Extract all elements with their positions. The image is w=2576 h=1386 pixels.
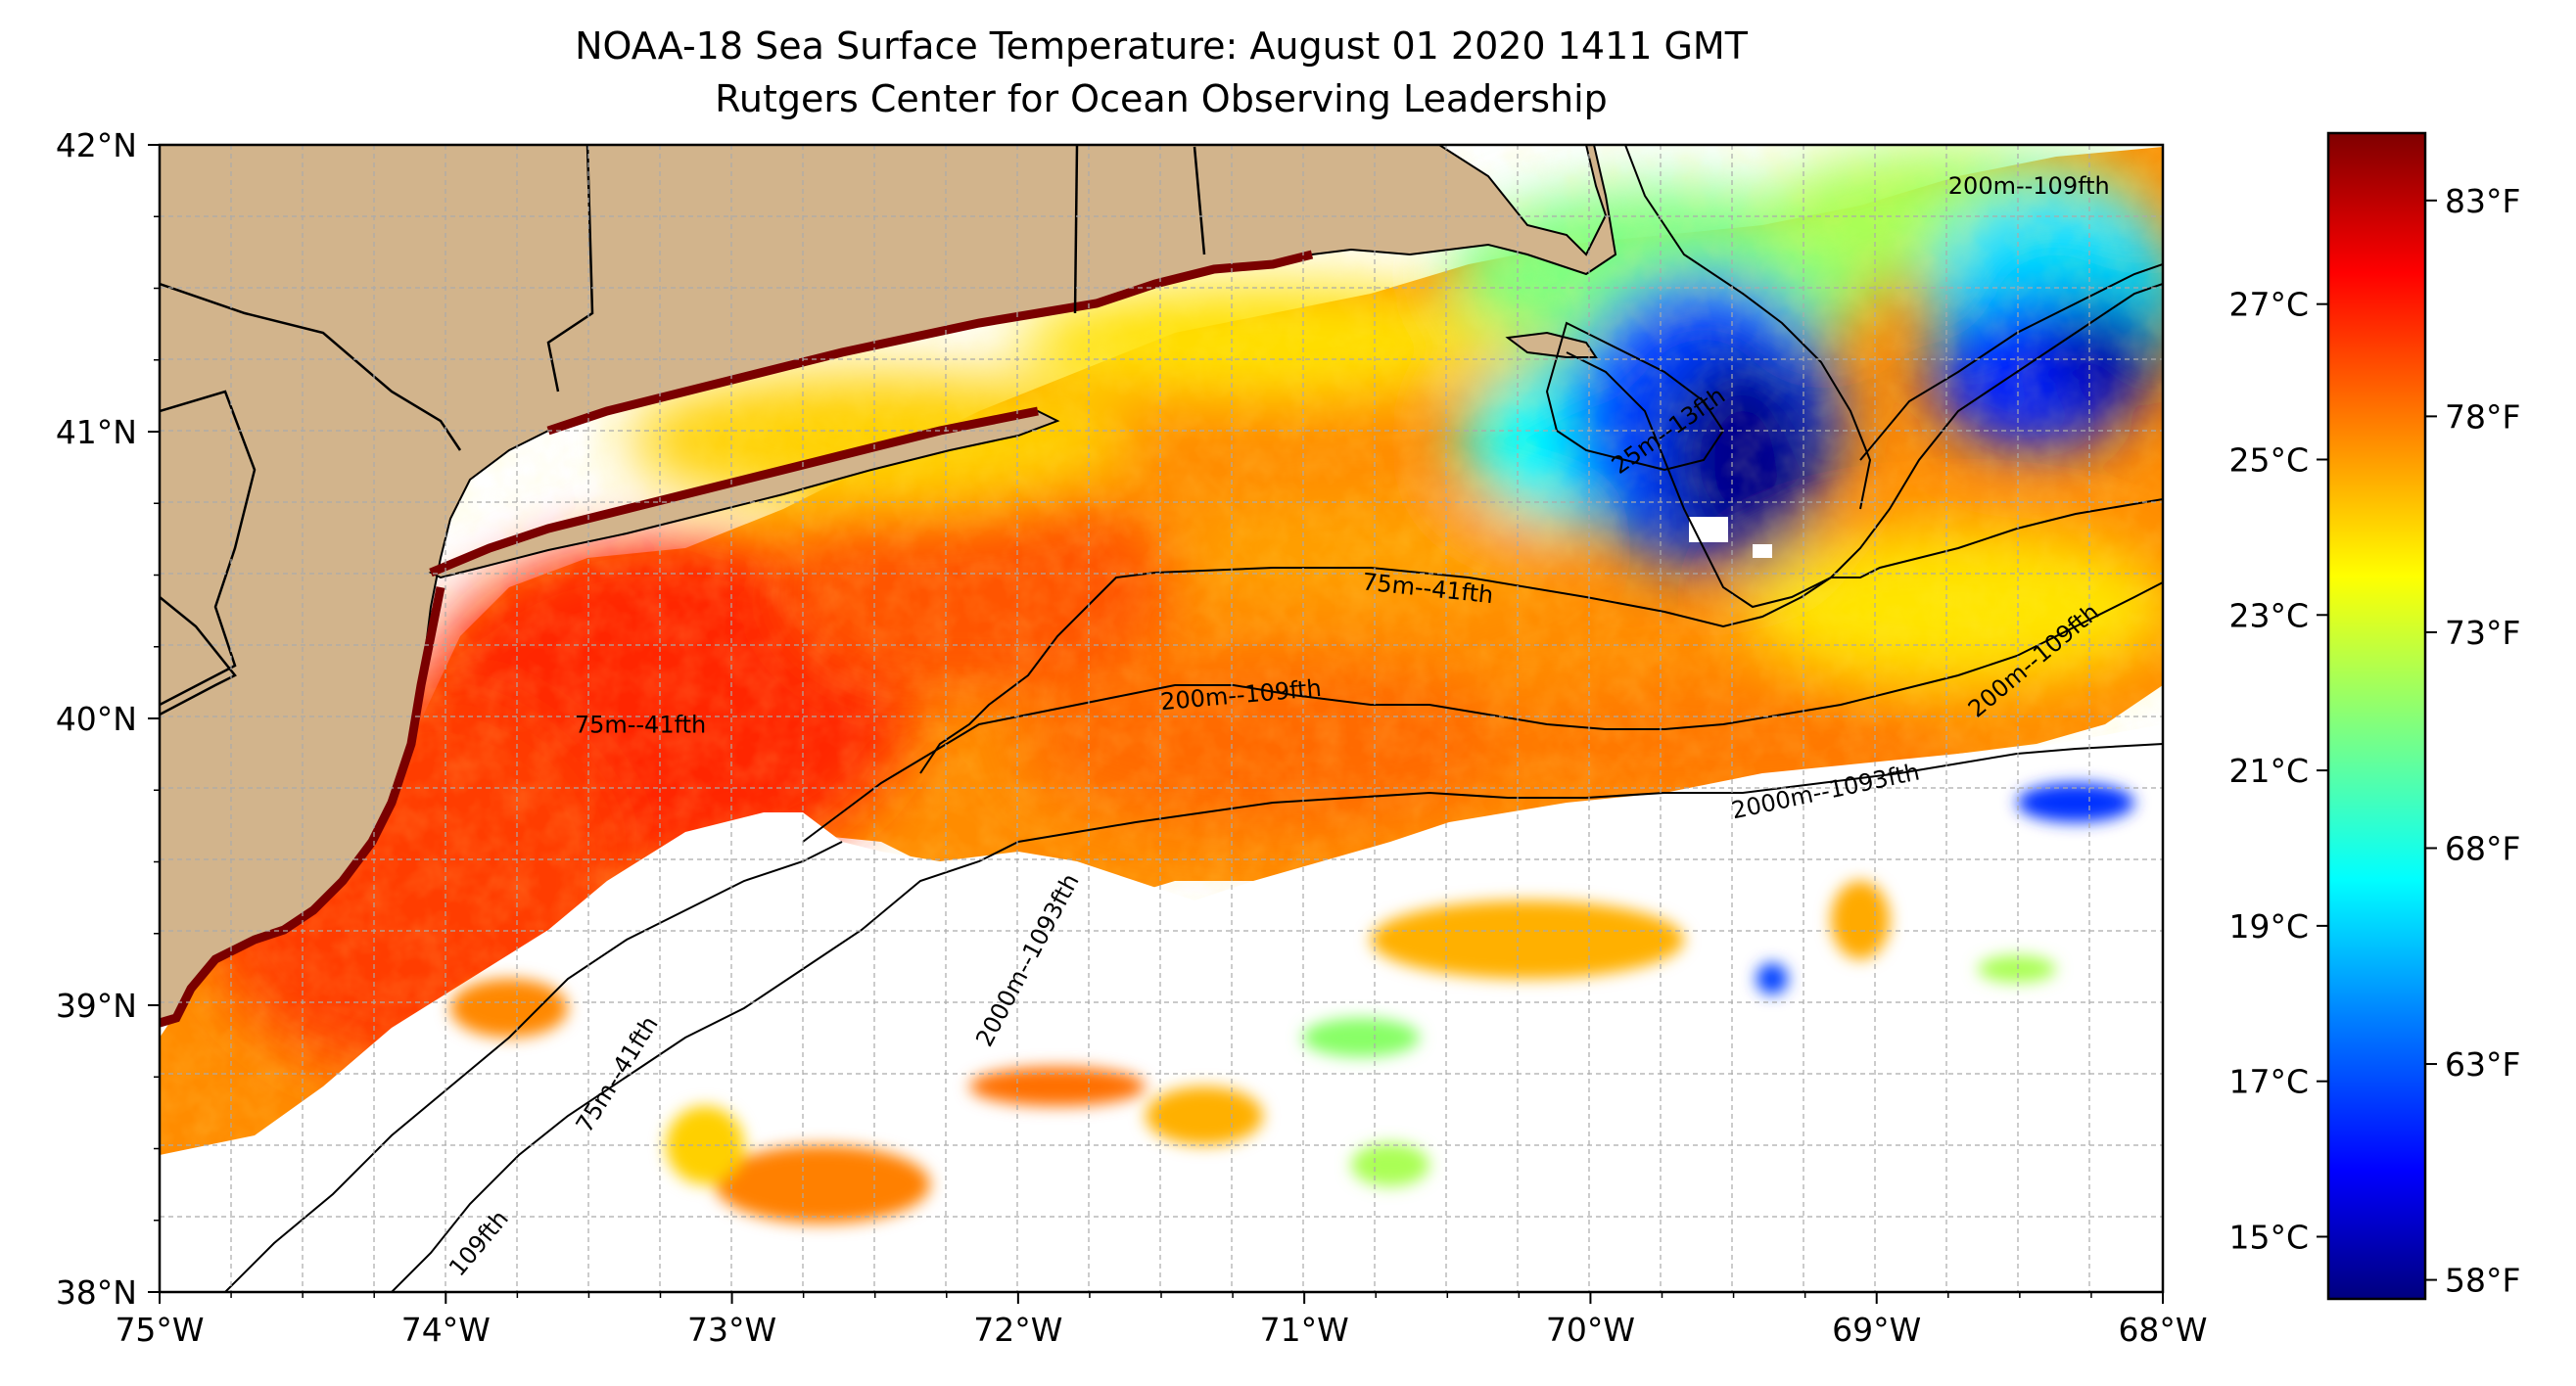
colorbar-fahrenheit-labels: 83°F 78°F 73°F 68°F 63°F 58°F — [2425, 182, 2520, 1300]
border-ny-ct — [546, 145, 594, 393]
lat-tick-label: 39°N — [56, 987, 137, 1025]
colorbar-celsius-label: 17°C — [2228, 1063, 2309, 1101]
sst-patch-8 — [1831, 881, 1890, 959]
contour-2000m — [391, 743, 2163, 1292]
contour-shelf-north — [1624, 145, 1872, 510]
colorbar-celsius-label: 21°C — [2228, 752, 2309, 790]
contour-75m — [919, 498, 2163, 774]
colorbar-celsius-label: 19°C — [2228, 907, 2309, 946]
sst-patches — [450, 783, 2134, 1224]
colorbar-celsius-labels: 27°C 25°C 23°C 21°C 19°C 17°C 15°C — [2228, 286, 2328, 1256]
sst-patch-7 — [1371, 901, 1684, 979]
cloud-hole-1 — [1689, 517, 1728, 542]
border-ct-ri — [1073, 145, 1079, 314]
contour-200m — [802, 581, 2163, 843]
colorbar-fahrenheit-label: 58°F — [2445, 1262, 2520, 1300]
latitude-axis: 42°N 41°N 40°N 39°N 38°N — [56, 126, 160, 1312]
colorbar-fahrenheit-label: 83°F — [2445, 182, 2520, 220]
lat-tick-label: 40°N — [56, 700, 137, 738]
graticule — [160, 145, 2163, 1292]
contour-label: 200m--109fth — [1948, 172, 2110, 200]
colorbar-fahrenheit-label: 78°F — [2445, 397, 2520, 436]
sst-patch-9 — [1978, 955, 2056, 983]
colorbar-celsius-label: 27°C — [2228, 286, 2309, 324]
sst-patch-5 — [1302, 1018, 1420, 1057]
sst-patch-11 — [1756, 963, 1788, 994]
lon-tick-label: 68°W — [2118, 1311, 2207, 1349]
lat-tick-label: 41°N — [56, 413, 137, 451]
colorbar-fahrenheit-label: 63°F — [2445, 1045, 2520, 1084]
lon-tick-label: 73°W — [687, 1311, 776, 1349]
sst-patch-12 — [450, 979, 568, 1038]
border-de — [160, 596, 237, 716]
lon-tick-label: 72°W — [973, 1311, 1062, 1349]
contour-label: 75m--41fth — [575, 712, 706, 739]
colorbar-celsius-label: 25°C — [2228, 440, 2309, 479]
lon-tick-label: 69°W — [1832, 1311, 1921, 1349]
lon-tick-label: 70°W — [1546, 1311, 1635, 1349]
colorbar-fahrenheit-label: 73°F — [2445, 614, 2520, 652]
cloud-hole-2 — [1753, 544, 1772, 558]
contour-georges — [1566, 283, 2163, 609]
colorbar-celsius-label: 15°C — [2228, 1218, 2309, 1256]
lon-tick-label: 75°W — [115, 1311, 204, 1349]
border-ma-ri — [1193, 146, 1206, 255]
contour-gulf-maine — [1859, 263, 2163, 461]
longitude-axis: 75°W 74°W 73°W 72°W 71°W 70°W 69°W 68°W — [115, 1292, 2208, 1349]
sst-patch-1 — [715, 1145, 930, 1224]
chart-title: NOAA-18 Sea Surface Temperature: August … — [575, 24, 1748, 68]
contour-75m-south — [224, 841, 843, 1292]
border-nj-pa — [160, 390, 257, 707]
sst-patch-4 — [1146, 1086, 1263, 1145]
sst-patch-3 — [969, 1067, 1146, 1106]
contour-nantucket — [1545, 321, 1725, 472]
lon-tick-label: 71°W — [1260, 1311, 1349, 1349]
bathymetry-contours — [224, 145, 2163, 1292]
sst-field: 75m--41fth200m--109fth2000m--1093fth75m-… — [160, 145, 2163, 1292]
lat-tick-label: 42°N — [56, 126, 137, 164]
lon-tick-label: 74°W — [401, 1311, 491, 1349]
coastal-fringe — [160, 250, 1314, 1028]
colorbar: 27°C 25°C 23°C 21°C 19°C 17°C 15°C 83°F 78°F 73°… — [2228, 131, 2520, 1301]
land-cape-cod-islands — [1505, 331, 1598, 358]
lat-tick-label: 38°N — [56, 1273, 137, 1312]
sst-patch-2 — [666, 1106, 744, 1184]
colorbar-gradient — [2326, 131, 2427, 1301]
colorbar-celsius-label: 23°C — [2228, 596, 2309, 634]
chart-subtitle: Rutgers Center for Ocean Observing Leade… — [715, 77, 1608, 120]
sst-patch-6 — [1351, 1143, 1429, 1186]
sst-patch-10 — [2017, 783, 2134, 822]
colorbar-fahrenheit-label: 68°F — [2445, 829, 2520, 867]
